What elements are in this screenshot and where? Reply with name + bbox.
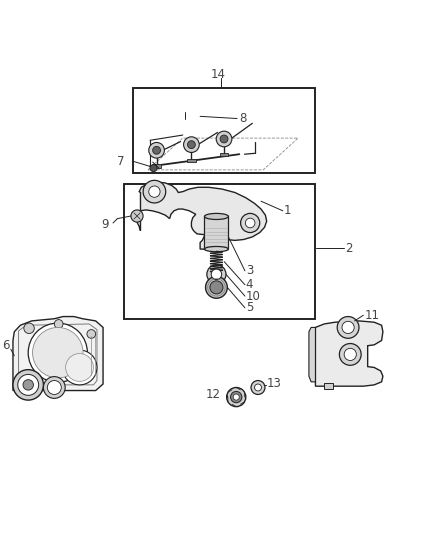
Text: 4: 4 bbox=[246, 278, 253, 291]
Polygon shape bbox=[309, 327, 315, 382]
Text: 14: 14 bbox=[210, 68, 226, 80]
Circle shape bbox=[216, 131, 232, 147]
Text: 6: 6 bbox=[3, 339, 10, 352]
Circle shape bbox=[339, 344, 361, 365]
Circle shape bbox=[54, 320, 63, 328]
Text: 7: 7 bbox=[117, 155, 125, 168]
Circle shape bbox=[251, 381, 265, 394]
Circle shape bbox=[153, 147, 160, 154]
Text: 1: 1 bbox=[284, 204, 292, 217]
Circle shape bbox=[220, 135, 228, 143]
Circle shape bbox=[254, 384, 261, 391]
Circle shape bbox=[66, 353, 93, 382]
Text: 10: 10 bbox=[246, 289, 261, 303]
Bar bbox=[205, 216, 228, 249]
Circle shape bbox=[233, 394, 239, 400]
Text: 3: 3 bbox=[246, 264, 253, 277]
Polygon shape bbox=[324, 383, 333, 389]
Bar bbox=[220, 153, 228, 156]
Circle shape bbox=[87, 329, 95, 338]
Bar bbox=[133, 88, 315, 173]
Circle shape bbox=[149, 186, 160, 197]
Circle shape bbox=[207, 265, 226, 284]
Circle shape bbox=[240, 213, 260, 232]
Text: 2: 2 bbox=[345, 242, 353, 255]
Circle shape bbox=[131, 210, 143, 222]
Circle shape bbox=[18, 375, 39, 395]
Circle shape bbox=[187, 141, 195, 149]
Circle shape bbox=[47, 381, 61, 394]
Circle shape bbox=[143, 180, 166, 203]
Circle shape bbox=[344, 349, 357, 360]
Polygon shape bbox=[13, 317, 103, 391]
Circle shape bbox=[226, 387, 246, 407]
Text: 8: 8 bbox=[239, 112, 246, 125]
Circle shape bbox=[184, 137, 199, 152]
Circle shape bbox=[211, 269, 222, 279]
Circle shape bbox=[28, 323, 88, 382]
Circle shape bbox=[23, 379, 33, 390]
Polygon shape bbox=[136, 182, 267, 249]
Circle shape bbox=[150, 165, 157, 172]
Circle shape bbox=[205, 277, 227, 298]
Text: 12: 12 bbox=[206, 389, 221, 401]
Polygon shape bbox=[315, 321, 383, 386]
Ellipse shape bbox=[205, 246, 228, 252]
Bar bbox=[124, 184, 315, 319]
Circle shape bbox=[210, 281, 223, 294]
Bar bbox=[152, 164, 161, 168]
Circle shape bbox=[32, 327, 83, 378]
Circle shape bbox=[43, 377, 65, 398]
Circle shape bbox=[13, 370, 43, 400]
Circle shape bbox=[245, 218, 255, 228]
Circle shape bbox=[62, 350, 97, 385]
Circle shape bbox=[337, 317, 359, 338]
Text: 5: 5 bbox=[246, 301, 253, 314]
Circle shape bbox=[149, 142, 164, 158]
Text: 11: 11 bbox=[364, 309, 380, 322]
Text: 9: 9 bbox=[102, 218, 109, 231]
Text: 13: 13 bbox=[266, 377, 281, 390]
Bar bbox=[187, 158, 196, 162]
Circle shape bbox=[24, 323, 34, 334]
Circle shape bbox=[342, 321, 354, 334]
Ellipse shape bbox=[205, 213, 228, 220]
Circle shape bbox=[230, 391, 242, 403]
